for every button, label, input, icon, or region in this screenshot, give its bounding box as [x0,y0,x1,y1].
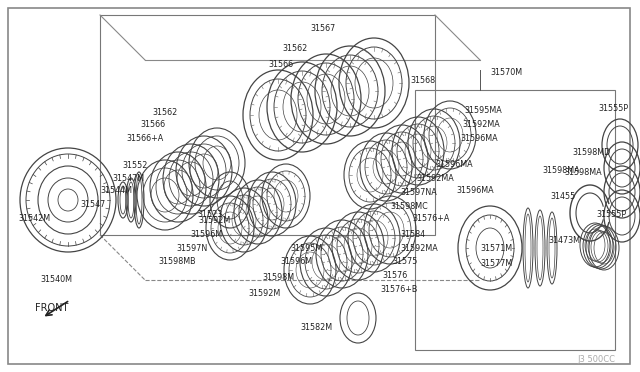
Text: 31595M: 31595M [290,244,323,253]
Text: 31576: 31576 [382,272,407,280]
Text: 31544M: 31544M [100,186,132,195]
Text: 31596MA: 31596MA [456,186,493,195]
Text: 31566: 31566 [140,119,165,128]
Text: 31598MD: 31598MD [572,148,611,157]
Text: 31584: 31584 [400,230,425,238]
Text: 31596MA: 31596MA [460,134,498,142]
Text: 31596MA: 31596MA [435,160,472,169]
Text: 31592M: 31592M [198,215,230,224]
Text: 31582M: 31582M [300,324,332,333]
Text: 31568: 31568 [410,76,435,84]
Text: 31547M: 31547M [112,173,144,183]
Text: 31567: 31567 [310,23,335,32]
Text: 31592MA: 31592MA [416,173,454,183]
Text: 31592M: 31592M [248,289,280,298]
Text: 31592MA: 31592MA [400,244,438,253]
Text: 31596M: 31596M [280,257,312,266]
Text: 31566: 31566 [268,60,293,68]
Text: J3 500CC: J3 500CC [577,355,615,364]
Text: 31596M: 31596M [190,230,222,238]
Text: 31577M: 31577M [480,260,512,269]
Text: 31598M: 31598M [262,273,294,282]
Text: 31595MA: 31595MA [464,106,502,115]
Text: 31542M: 31542M [18,214,50,222]
Text: 31592MA: 31592MA [462,119,500,128]
Text: 31547: 31547 [80,199,105,208]
Text: 31540M: 31540M [40,276,72,285]
Text: 31597N: 31597N [176,244,207,253]
Text: 31576+A: 31576+A [412,214,449,222]
Text: 31598MB: 31598MB [158,257,196,266]
Text: 31523: 31523 [197,209,222,218]
Text: 31473M: 31473M [548,235,580,244]
Text: 31570M: 31570M [490,67,522,77]
Text: 31455: 31455 [550,192,575,201]
Text: 31571M: 31571M [480,244,512,253]
Bar [415,90,615,350]
Text: 31555P: 31555P [598,103,628,112]
Text: 31597NA: 31597NA [400,187,436,196]
Text: 31598MA: 31598MA [542,166,580,174]
Bar [100,15,435,235]
Text: 31555P: 31555P [596,209,626,218]
Text: 31566+A: 31566+A [126,134,163,142]
Text: 31552: 31552 [122,160,147,170]
Text: 31598MA: 31598MA [564,167,602,176]
Text: 31598MC: 31598MC [390,202,428,211]
Text: FRONT: FRONT [35,303,68,313]
Text: 31575: 31575 [392,257,417,266]
Text: 31562: 31562 [152,108,177,116]
Text: 31562: 31562 [282,44,307,52]
Text: 31576+B: 31576+B [380,285,417,295]
